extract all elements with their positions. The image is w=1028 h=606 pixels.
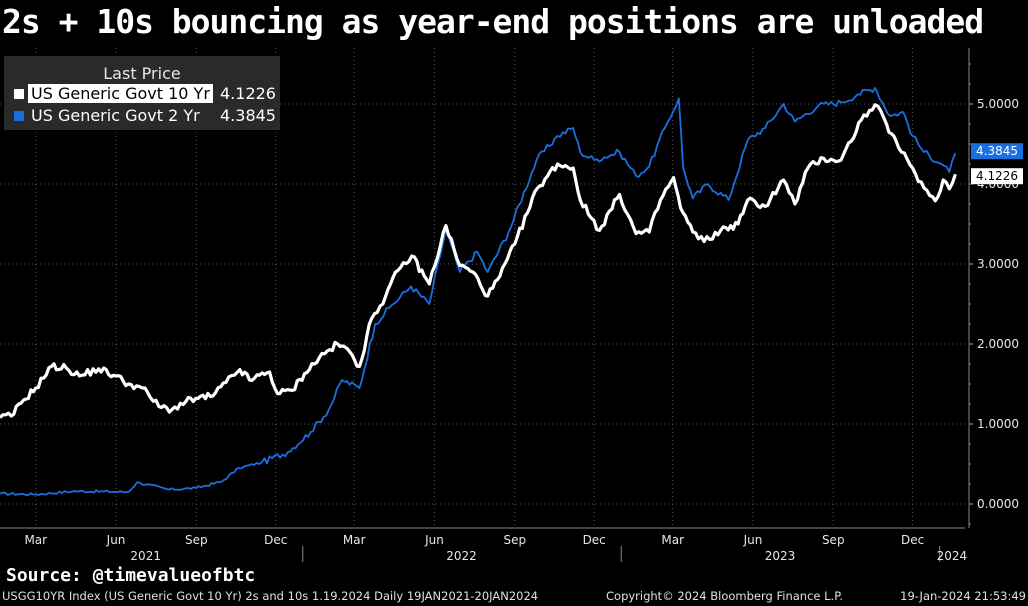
series-lines — [0, 87, 957, 497]
y-tick-label: 1.0000 — [977, 417, 1019, 431]
source-credit: Source: @timevalueofbtc — [6, 565, 256, 586]
legend-value-10yr: 4.1226 — [220, 84, 276, 103]
legend: Last Price US Generic Govt 10 Yr 4.1226 … — [4, 56, 280, 130]
last-value-tag-2yr — [971, 143, 1023, 160]
x-axis: Mar Jun Sep Dec Mar Jun Sep Dec Mar Jun Sep Dec 2021… — [0, 527, 968, 563]
legend-item-2yr: US Generic Govt 2 Yr 4.3845 — [14, 106, 276, 125]
x-tick-label: Sep — [822, 533, 845, 547]
x-tick-label: Sep — [185, 533, 208, 547]
x-tick-label: Mar — [661, 533, 684, 547]
last-value-tag-10yr — [971, 168, 1023, 185]
chart-title: 2s + 10s bouncing as year-end positions … — [2, 2, 984, 41]
x-tick-label: Dec — [901, 533, 924, 547]
x-tick-label: Dec — [264, 533, 287, 547]
x-tick-label: Jun — [424, 533, 444, 547]
year-label: 2023 — [765, 549, 796, 563]
footer-index-info: USGG10YR Index (US Generic Govt 10 Yr) 2… — [2, 589, 539, 603]
series-line-2yr — [0, 87, 957, 497]
legend-heading: Last Price — [103, 64, 181, 83]
y-tick-label: 2.0000 — [977, 337, 1019, 351]
y-tick-label: 0.0000 — [977, 497, 1019, 511]
x-tick-label: Mar — [343, 533, 366, 547]
last-value-label-10yr: 4.1226 — [976, 169, 1018, 183]
year-label: 2021 — [130, 549, 161, 563]
x-tick-label: Jun — [106, 533, 126, 547]
legend-item-10yr: US Generic Govt 10 Yr 4.1226 — [14, 84, 276, 103]
y-axis: 0.00001.00002.00003.00004.00005.00004.12… — [968, 48, 1023, 528]
legend-value-2yr: 4.3845 — [220, 106, 276, 125]
x-tick-label: Dec — [583, 533, 606, 547]
year-label: 2024 — [937, 549, 968, 563]
x-tick-label: Sep — [503, 533, 526, 547]
legend-swatch-2yr — [14, 110, 24, 121]
legend-label-10yr: US Generic Govt 10 Yr — [28, 84, 213, 103]
last-value-label-2yr: 4.3845 — [976, 144, 1018, 158]
y-tick-label: 3.0000 — [977, 257, 1019, 271]
y-tick-label: 5.0000 — [977, 97, 1019, 111]
series-line-10yr — [0, 103, 957, 419]
x-tick-label: Mar — [24, 533, 47, 547]
legend-label-2yr: US Generic Govt 2 Yr — [31, 106, 200, 125]
footer-copyright: Copyright© 2024 Bloomberg Finance L.P. — [606, 589, 843, 603]
footer-timestamp: 19-Jan-2024 21:53:49 — [900, 589, 1026, 603]
year-label: 2022 — [446, 549, 477, 563]
x-tick-label: Jun — [743, 533, 763, 547]
legend-swatch-10yr — [14, 88, 24, 99]
